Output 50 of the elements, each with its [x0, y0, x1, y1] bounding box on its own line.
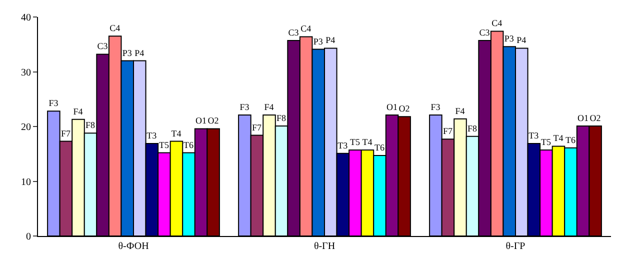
text: F7	[442, 126, 452, 136]
text: F4	[264, 102, 274, 112]
series-label: O1	[196, 116, 207, 126]
y-tick-label: 20	[21, 122, 31, 133]
y-tick-label: 0	[26, 232, 31, 242]
text: P4	[516, 35, 526, 46]
text: T6	[566, 134, 576, 145]
x-tick-label: θ-ГР	[506, 241, 526, 252]
y-tick-label: 10	[21, 176, 31, 188]
text: F3	[430, 102, 440, 112]
x-tick-label: θ-ГН	[314, 241, 336, 252]
text: T5	[540, 137, 551, 148]
y-tick-label: 30	[21, 67, 31, 78]
text: O2	[590, 112, 601, 123]
text: C4	[300, 24, 312, 34]
text: T3	[338, 140, 348, 150]
series-label: F8	[86, 120, 96, 130]
series-label: P3	[122, 48, 132, 58]
y-tick-label: 40	[21, 12, 31, 24]
series-label: P4	[134, 48, 145, 58]
text: F4	[455, 106, 465, 116]
text: C4	[492, 18, 502, 28]
x-tick-label: θ-ФОН	[118, 241, 149, 252]
text: T5	[350, 137, 360, 148]
text: P3	[504, 34, 514, 44]
text: T6	[374, 142, 384, 153]
text: C3	[288, 28, 299, 38]
series-label: T6	[184, 140, 194, 150]
text: O2	[398, 104, 410, 114]
text: F8	[468, 123, 478, 134]
text: T4	[362, 137, 372, 148]
series-label: C4	[110, 23, 121, 34]
text: C3	[479, 28, 490, 38]
text: F7	[252, 122, 262, 132]
series-label: C3	[97, 41, 108, 52]
text: F8	[276, 112, 286, 123]
text: F3	[240, 102, 250, 112]
text: O1	[386, 102, 398, 112]
series-label: F7	[60, 128, 71, 138]
series-label: F3	[48, 98, 59, 108]
text: P4	[326, 35, 336, 46]
series-label: T4	[171, 128, 182, 138]
text: T3	[528, 130, 539, 140]
series-label: F4	[73, 106, 84, 116]
text: T4	[553, 133, 564, 144]
series-label: O2	[208, 116, 219, 126]
series-label: T5	[158, 140, 170, 150]
text: O1	[578, 112, 589, 123]
text: P3	[313, 36, 323, 46]
series-label: T3	[146, 130, 158, 140]
